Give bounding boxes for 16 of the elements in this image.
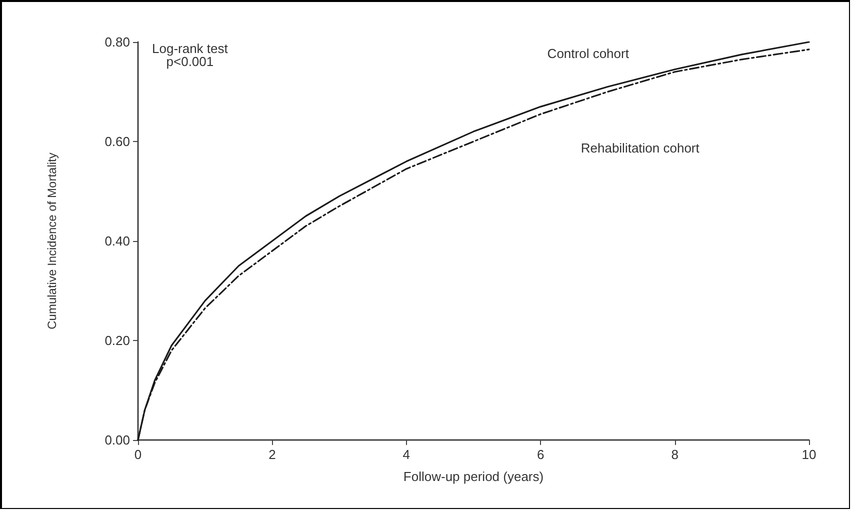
x-axis-title: Follow-up period (years) xyxy=(403,469,544,484)
x-tick-label: 6 xyxy=(536,447,544,462)
y-tick-label: 0.20 xyxy=(104,333,130,348)
series-label: Control cohort xyxy=(547,46,630,61)
annotation: Log-rank test p<0.001 xyxy=(152,41,228,69)
y-tick-label: 0.60 xyxy=(104,134,130,149)
x-tick-label: 2 xyxy=(268,447,276,462)
x-tick-label: 0 xyxy=(134,447,142,462)
y-tick-label: 0.00 xyxy=(104,432,130,448)
x-tick-label: 8 xyxy=(671,447,678,462)
y-axis-title: Cumulative Incidence of Mortality xyxy=(45,152,59,330)
y-tick-label: 0.40 xyxy=(104,234,130,248)
x-tick-label: 10 xyxy=(802,447,816,462)
text: Rehabilitation cohort xyxy=(580,140,700,156)
y-tick-label: 0.80 xyxy=(104,34,130,50)
x-tick-label: 4 xyxy=(402,447,410,462)
